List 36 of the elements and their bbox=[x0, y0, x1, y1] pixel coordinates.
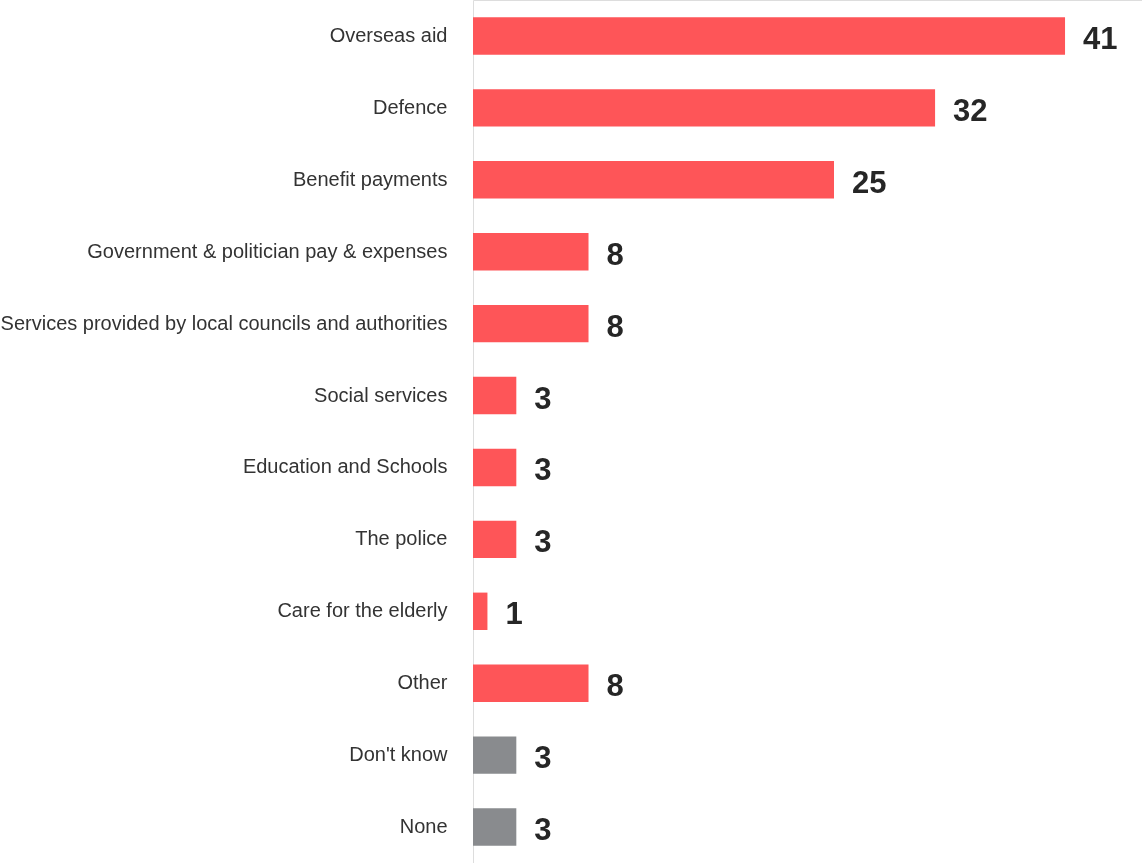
y-tick-label: Benefit payments bbox=[292, 167, 448, 190]
y-tick-label: Government & politician pay & expenses bbox=[87, 239, 448, 262]
data-label: 32 bbox=[953, 92, 988, 128]
y-tick-label: Education and Schools bbox=[242, 455, 448, 478]
bar bbox=[473, 520, 517, 559]
data-label: 3 bbox=[534, 812, 552, 848]
data-label: 8 bbox=[606, 236, 624, 272]
bar bbox=[473, 89, 936, 127]
data-label: 8 bbox=[606, 308, 624, 344]
y-tick-label: Services provided by local councils and authorities bbox=[0, 311, 448, 334]
y-tick-label: Social services bbox=[314, 383, 448, 406]
bar bbox=[473, 304, 589, 343]
y-tick-label: Other bbox=[397, 671, 448, 694]
bar bbox=[473, 233, 589, 271]
data-label: 1 bbox=[505, 596, 523, 632]
y-tick-label: Care for the elderly bbox=[277, 599, 448, 622]
data-label: 3 bbox=[534, 452, 552, 488]
bar bbox=[473, 808, 517, 846]
bar bbox=[473, 736, 517, 774]
y-tick-label: Overseas aid bbox=[329, 23, 448, 46]
y-tick-label: None bbox=[399, 815, 448, 838]
y-tick-label: The police bbox=[355, 527, 448, 550]
data-label: 25 bbox=[852, 164, 887, 200]
data-label: 8 bbox=[606, 668, 624, 704]
bar bbox=[473, 592, 488, 630]
data-label: 3 bbox=[534, 380, 552, 416]
y-tick-label: Don't know bbox=[349, 743, 449, 766]
data-label: 41 bbox=[1083, 20, 1118, 56]
bar bbox=[473, 161, 834, 199]
data-label: 3 bbox=[534, 524, 552, 560]
bar bbox=[473, 664, 589, 702]
bar bbox=[473, 376, 517, 415]
data-label: 3 bbox=[534, 740, 552, 776]
y-tick-label: Defence bbox=[373, 95, 448, 118]
bar bbox=[473, 17, 1066, 55]
bar bbox=[473, 448, 517, 487]
